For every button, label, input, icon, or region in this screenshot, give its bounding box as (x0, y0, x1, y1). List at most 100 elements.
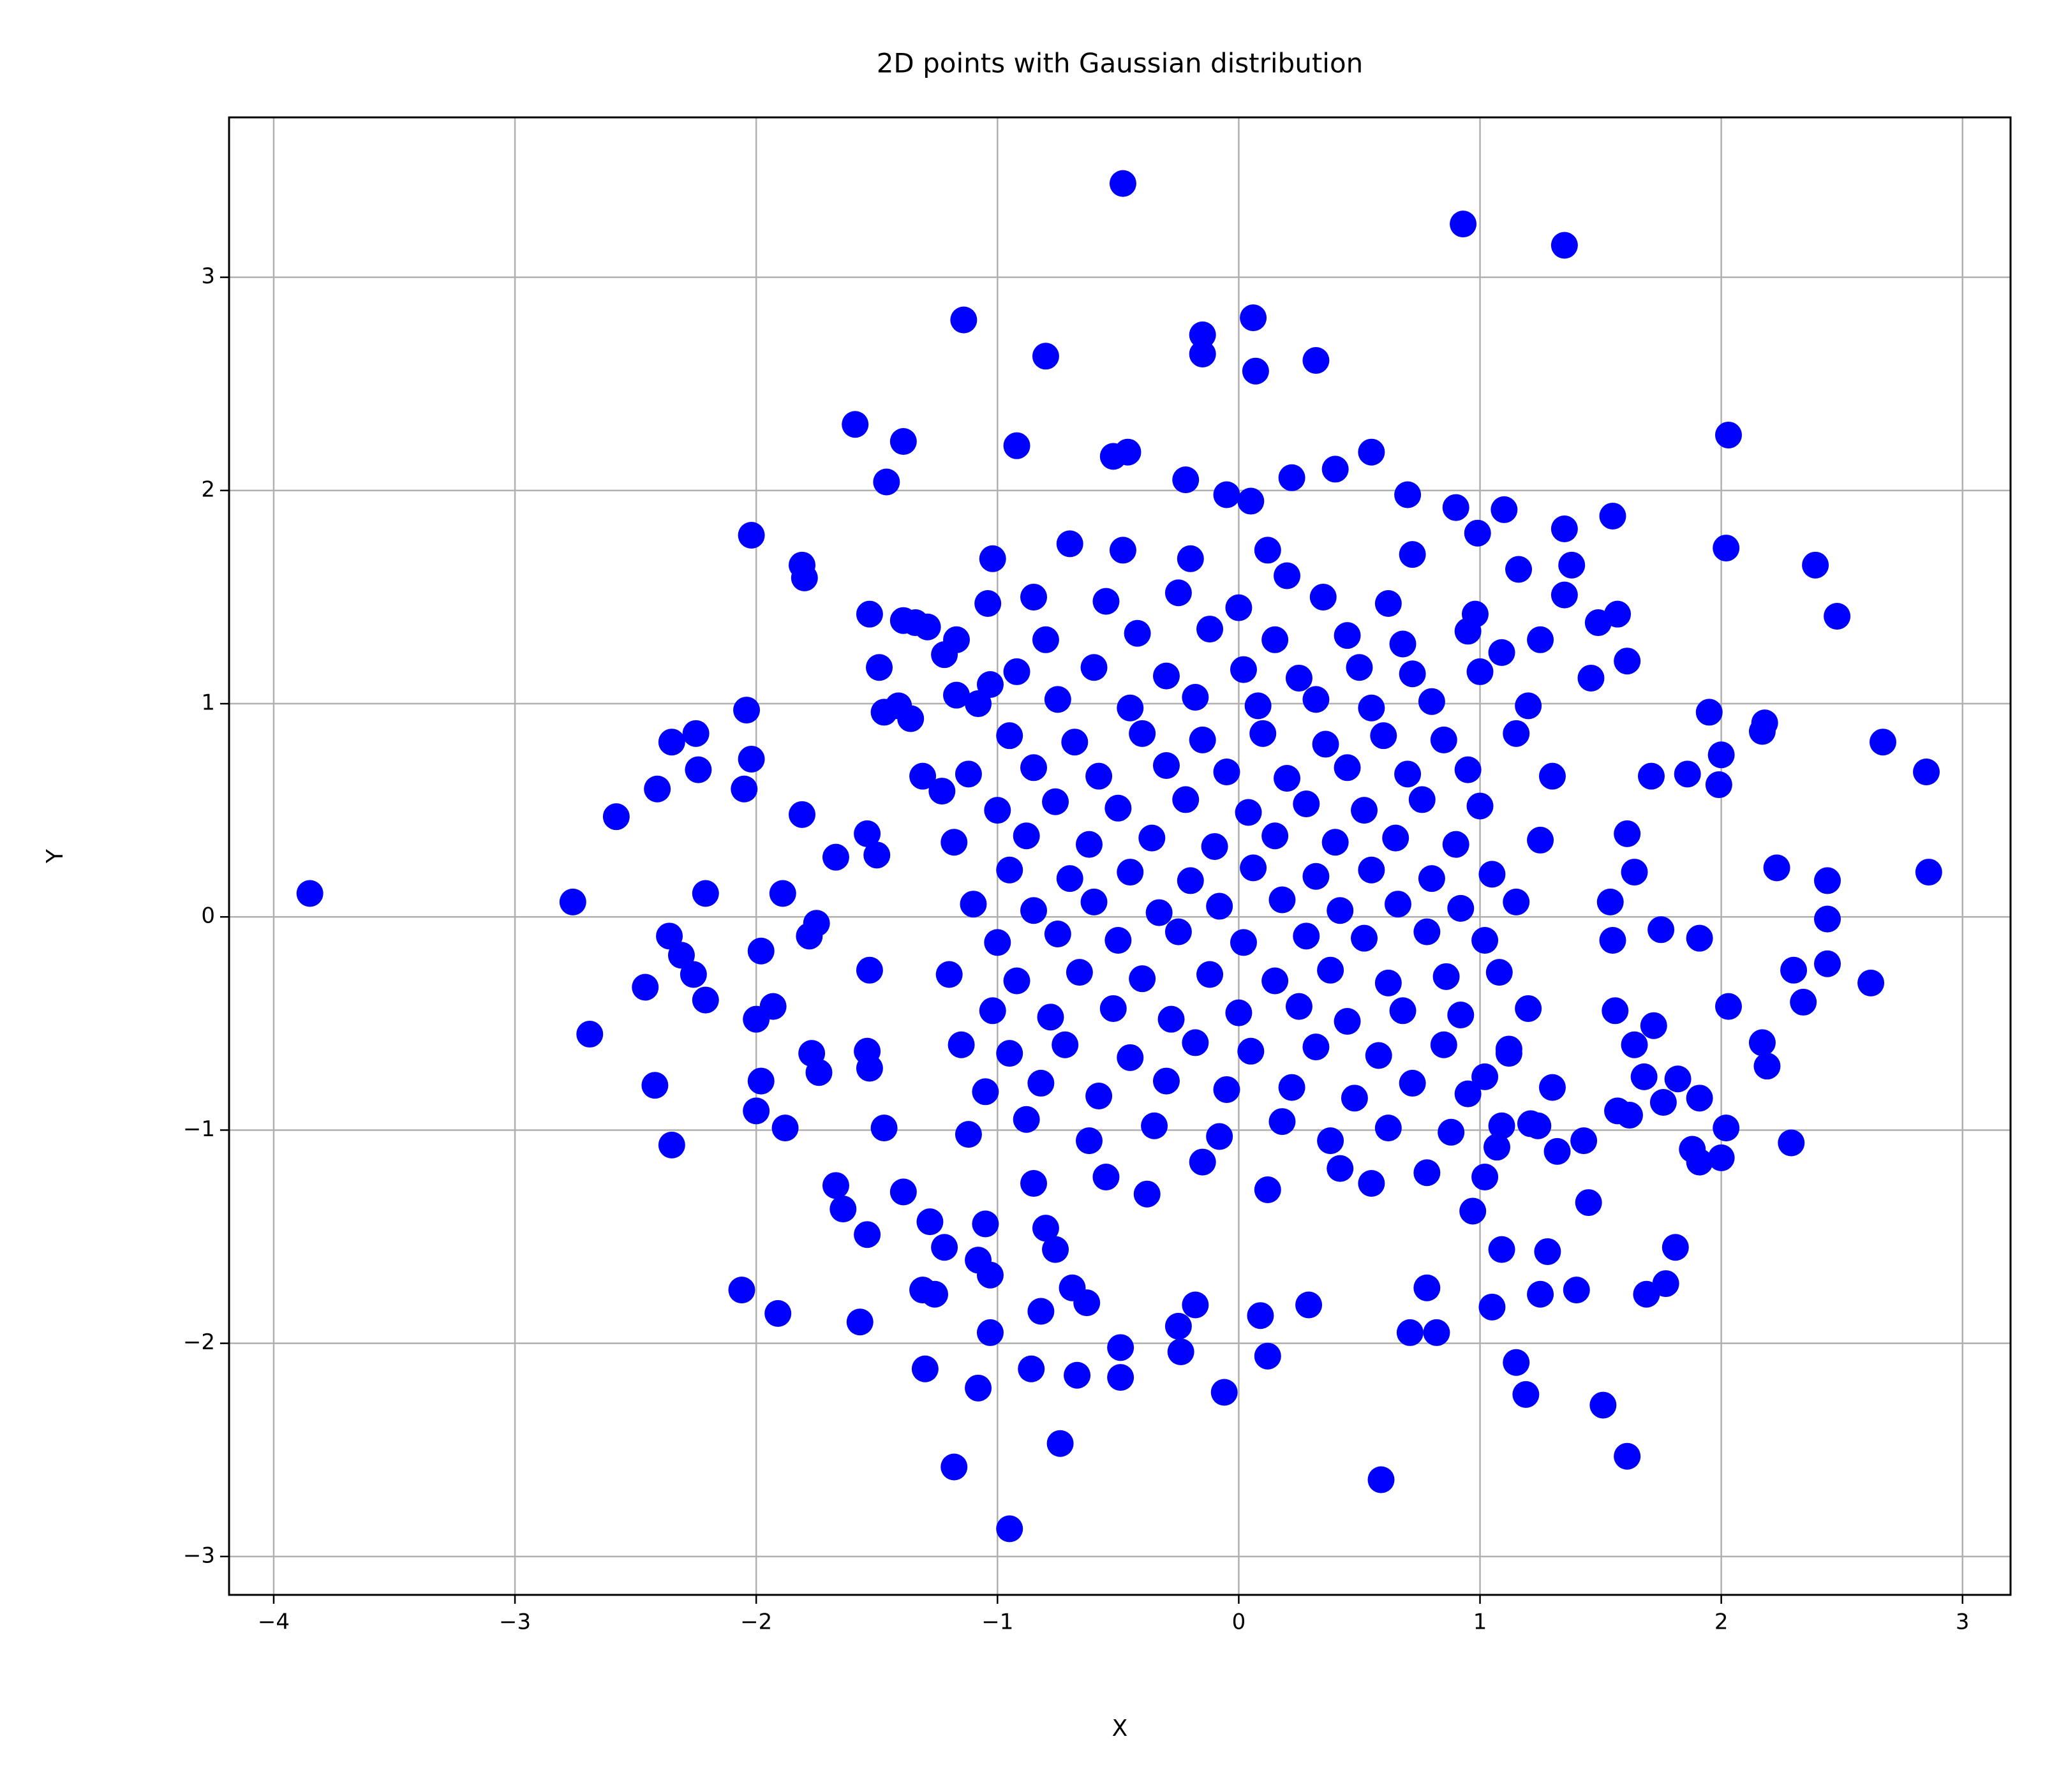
point (1503, 1349, 1530, 1376)
point (1488, 1112, 1515, 1139)
x-tick-label: 3 (1956, 1610, 1970, 1635)
point (914, 613, 941, 641)
point (1182, 684, 1209, 711)
y-axis-label: Y (42, 848, 68, 864)
point (1396, 1319, 1424, 1346)
point (1550, 581, 1578, 609)
point (1235, 799, 1262, 826)
point (1399, 541, 1426, 568)
point (1244, 692, 1272, 720)
point (1674, 760, 1701, 788)
point (1596, 888, 1624, 915)
x-axis-label: X (1112, 1715, 1128, 1742)
point (1075, 831, 1103, 858)
point (1064, 1361, 1091, 1389)
point (1438, 1118, 1465, 1146)
point (1399, 660, 1426, 688)
point (1321, 455, 1349, 483)
point (1630, 1063, 1658, 1090)
point (1261, 822, 1289, 850)
point (1003, 967, 1030, 995)
point (1138, 824, 1166, 852)
point (1261, 626, 1289, 653)
point (1370, 722, 1397, 750)
point (1633, 1280, 1660, 1308)
point (1302, 346, 1330, 374)
point (1164, 918, 1192, 945)
point (842, 411, 869, 438)
point (911, 1355, 939, 1382)
point (1293, 790, 1320, 818)
ticks: −4 −3 −2 −1 0 1 2 3 −3 −2 −1 0 1 2 3 (183, 263, 1970, 1634)
point (1152, 662, 1180, 690)
point (856, 1055, 883, 1082)
point (846, 1308, 874, 1336)
point (1230, 656, 1257, 683)
point (1563, 1277, 1590, 1304)
point (1327, 897, 1354, 924)
y-tick-label: −3 (183, 1543, 215, 1568)
point (909, 762, 937, 790)
point (1394, 481, 1422, 508)
point (1013, 822, 1040, 850)
point (1503, 888, 1530, 915)
point (854, 820, 881, 847)
point (1538, 762, 1566, 790)
point (1177, 545, 1204, 572)
point (641, 1072, 669, 1099)
point (1107, 1364, 1134, 1391)
point (1814, 950, 1841, 977)
point (789, 801, 816, 828)
point (1099, 995, 1127, 1022)
point (1268, 886, 1296, 914)
point (1543, 1137, 1571, 1165)
point (1254, 1176, 1281, 1204)
point (733, 697, 761, 724)
point (1242, 357, 1269, 385)
point (1230, 929, 1257, 956)
x-tick-label: 0 (1232, 1610, 1246, 1635)
point (296, 880, 323, 907)
point (1254, 537, 1281, 564)
point (1442, 494, 1469, 521)
point (1418, 865, 1445, 892)
point (1225, 594, 1253, 621)
point (976, 1319, 1004, 1346)
point (863, 841, 891, 869)
point (1196, 961, 1224, 988)
point (1032, 1215, 1059, 1242)
point (1052, 1031, 1079, 1058)
point (1614, 648, 1641, 675)
point (692, 880, 719, 907)
point (1705, 771, 1732, 799)
point (1418, 688, 1445, 715)
point (1020, 897, 1048, 924)
point (1790, 988, 1817, 1016)
y-tick-label: 2 (201, 477, 215, 502)
point (1341, 1085, 1368, 1112)
point (1915, 859, 1942, 886)
y-tick-label: 0 (201, 903, 215, 929)
point (1662, 1234, 1689, 1261)
point (1037, 1003, 1064, 1031)
point (1042, 1236, 1069, 1263)
point (1459, 1197, 1487, 1225)
point (1389, 997, 1417, 1025)
point (1141, 1112, 1168, 1139)
point (960, 891, 987, 918)
point (658, 729, 685, 756)
point (1488, 639, 1515, 666)
point (1020, 1169, 1048, 1197)
point (1042, 788, 1069, 815)
point (984, 797, 1011, 824)
point (1495, 1040, 1522, 1067)
point (972, 1210, 999, 1238)
point (731, 775, 758, 803)
point (1686, 1085, 1713, 1112)
point (935, 961, 963, 988)
point (1225, 999, 1253, 1026)
point (948, 1031, 975, 1058)
point (1679, 1136, 1706, 1163)
point (1430, 1031, 1457, 1058)
